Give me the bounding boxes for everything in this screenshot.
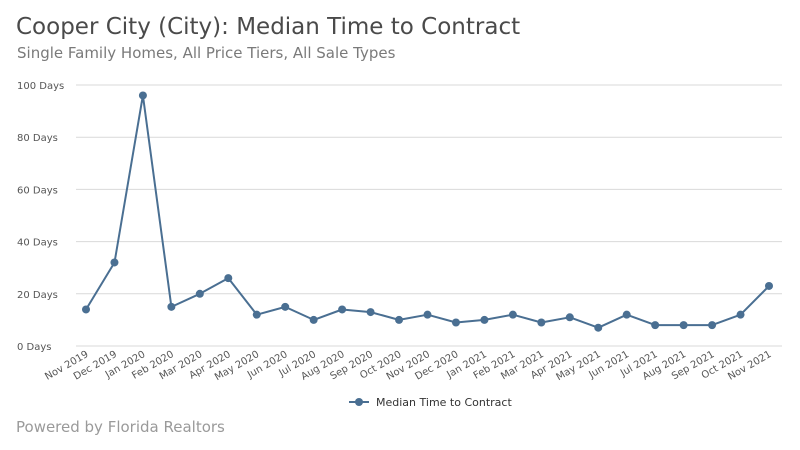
data-point[interactable]: [594, 323, 603, 332]
data-point[interactable]: [765, 281, 773, 290]
data-point[interactable]: [252, 310, 261, 319]
y-tick-label: 60 Days: [17, 185, 58, 196]
data-point[interactable]: [195, 289, 204, 298]
data-point[interactable]: [281, 302, 290, 311]
data-point[interactable]: [736, 310, 745, 319]
legend-marker-swatch: [355, 398, 363, 406]
data-point[interactable]: [537, 318, 546, 327]
chart-subtitle: Single Family Homes, All Price Tiers, Al…: [17, 44, 396, 62]
data-point[interactable]: [366, 308, 375, 317]
gridlines: [76, 84, 782, 347]
data-point[interactable]: [138, 91, 147, 100]
data-point[interactable]: [309, 315, 318, 324]
data-point[interactable]: [708, 321, 717, 330]
data-point[interactable]: [622, 310, 631, 319]
y-tick-label: 100 Days: [17, 81, 64, 92]
data-point[interactable]: [508, 310, 517, 319]
attribution-footer: Powered by Florida Realtors: [16, 418, 225, 436]
y-tick-label: 80 Days: [17, 133, 58, 144]
data-point[interactable]: [679, 321, 688, 330]
chart-title: Cooper City (City): Median Time to Contr…: [16, 14, 521, 40]
y-tick-label: 40 Days: [17, 238, 58, 249]
data-point[interactable]: [451, 318, 460, 327]
data-point[interactable]: [224, 274, 233, 283]
data-point[interactable]: [395, 315, 404, 324]
data-point[interactable]: [480, 315, 489, 324]
y-tick-label: 20 Days: [17, 290, 58, 301]
y-tick-label: 0 Days: [17, 342, 52, 353]
legend[interactable]: Median Time to Contract: [349, 396, 512, 409]
data-point[interactable]: [167, 302, 176, 311]
data-point[interactable]: [423, 310, 432, 319]
series-line: [85, 94, 770, 329]
data-point[interactable]: [338, 305, 347, 314]
data-point[interactable]: [565, 313, 574, 322]
data-point[interactable]: [651, 321, 660, 330]
legend-label[interactable]: Median Time to Contract: [376, 396, 512, 409]
series-median-time-to-contract: [82, 91, 773, 332]
data-point[interactable]: [110, 258, 119, 267]
data-point[interactable]: [82, 305, 90, 314]
y-axis-tick-labels: 0 Days 20 Days 40 Days 60 Days 80 Days 100 Da…: [17, 81, 64, 353]
